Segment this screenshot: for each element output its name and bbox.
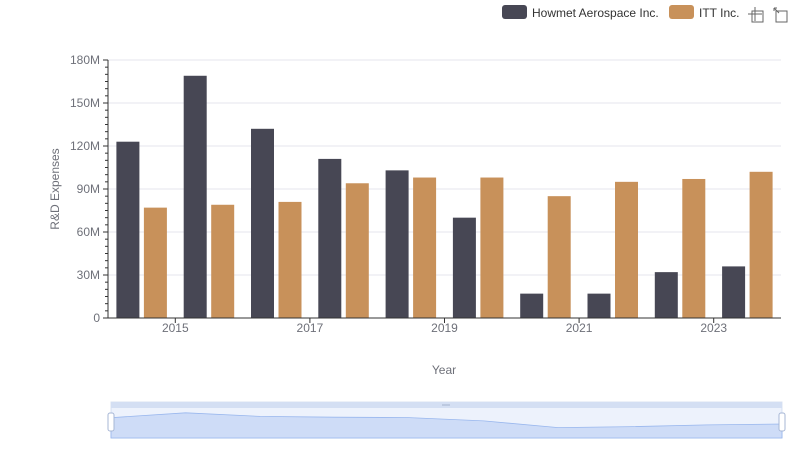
y-tick-label: 0 [93, 311, 100, 325]
y-tick-label: 120M [70, 139, 100, 153]
slider-top-bar[interactable] [111, 402, 782, 408]
bar-itt-2021 [615, 181, 638, 318]
bar-howmet-2015 [183, 75, 207, 319]
y-tick-label: 150M [70, 96, 100, 110]
y-tick-label: 60M [77, 225, 100, 239]
legend-item-howmet[interactable]: Howmet Aerospace Inc. [502, 5, 659, 20]
slider-drag-grip-icon[interactable] [442, 404, 450, 406]
bar-howmet-2017 [318, 158, 342, 318]
zoom-reset-icon[interactable] [773, 7, 788, 23]
bar-howmet-2014 [116, 141, 140, 318]
bar-itt-2016 [278, 201, 302, 318]
slider-handle-right[interactable] [778, 412, 786, 432]
legend-label-howmet: Howmet Aerospace Inc. [532, 6, 659, 20]
x-tick-label: 2017 [297, 321, 324, 335]
axes [103, 59, 781, 323]
legend-swatch-itt [669, 5, 694, 19]
legend-item-itt[interactable]: ITT Inc. [669, 5, 739, 20]
bar-itt-2023 [749, 171, 773, 318]
bar-itt-2018 [413, 177, 437, 318]
bar-howmet-2020 [520, 293, 544, 318]
bar-itt-2017 [345, 183, 369, 318]
bar-howmet-2016 [251, 128, 274, 318]
y-tick-label: 30M [77, 268, 100, 282]
y-axis-ticks: 0 30M 60M 90M 120M 150M 180M [70, 53, 100, 325]
bars [116, 75, 773, 319]
y-tick-label: 180M [70, 53, 100, 67]
bar-itt-2020 [547, 196, 571, 318]
y-tick-label: 90M [77, 182, 100, 196]
x-tick-label: 2021 [566, 321, 593, 335]
zoom-select-icon[interactable] [748, 7, 764, 23]
y-axis-title: R&D Expenses [48, 148, 62, 229]
bar-howmet-2023 [722, 266, 746, 318]
x-tick-label: 2019 [431, 321, 458, 335]
x-tick-label: 2023 [700, 321, 727, 335]
bar-howmet-2022 [654, 272, 678, 318]
legend-swatch-howmet [502, 5, 527, 19]
legend: Howmet Aerospace Inc. ITT Inc. [502, 5, 739, 20]
bar-howmet-2021 [587, 293, 611, 318]
bar-howmet-2019 [452, 217, 476, 318]
grid-lines [108, 59, 781, 276]
x-axis-ticks: 2015 2017 2019 2021 2023 [162, 321, 727, 335]
bar-howmet-2018 [385, 170, 409, 318]
bar-itt-2015 [211, 204, 235, 318]
bar-itt-2019 [480, 177, 504, 318]
slider-handle-left[interactable] [107, 412, 115, 432]
bar-itt-2014 [143, 207, 167, 318]
bar-itt-2022 [682, 178, 706, 318]
x-tick-label: 2015 [162, 321, 189, 335]
data-zoom-slider[interactable] [107, 401, 786, 439]
x-axis-title: Year [432, 363, 456, 377]
legend-label-itt: ITT Inc. [699, 6, 739, 20]
